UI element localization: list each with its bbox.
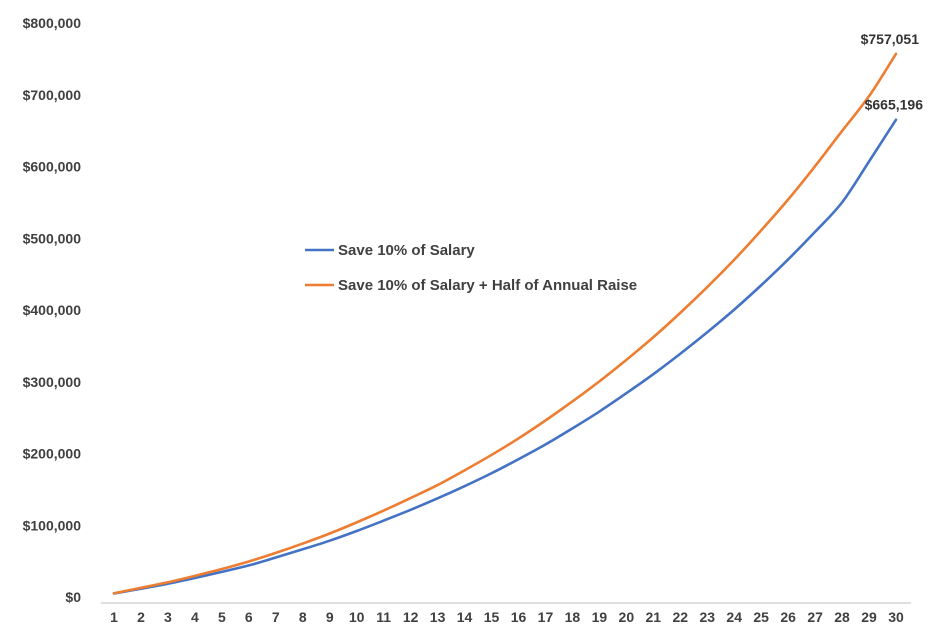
y-tick-label: $0 [65, 589, 81, 605]
x-tick-label: 23 [699, 609, 715, 625]
legend-label: Save 10% of Salary [338, 242, 475, 259]
x-tick-label: 4 [191, 609, 199, 625]
data-labels: $665,196 $757,051 [861, 31, 924, 113]
x-tick-label: 15 [484, 609, 500, 625]
x-tick-label: 2 [137, 609, 145, 625]
x-tick-label: 1 [110, 609, 118, 625]
x-tick-label: 5 [218, 609, 226, 625]
series-line-2 [112, 52, 898, 595]
y-tick-label: $700,000 [23, 87, 82, 103]
x-tick-label: 8 [299, 609, 307, 625]
x-tick-label: 9 [326, 609, 334, 625]
end-data-label: $665,196 [865, 97, 924, 113]
x-tick-label: 16 [511, 609, 527, 625]
x-tick-label: 3 [164, 609, 172, 625]
x-tick-label: 27 [807, 609, 823, 625]
x-tick-label: 19 [592, 609, 608, 625]
x-tick-label: 14 [457, 609, 473, 625]
x-tick-label: 24 [726, 609, 742, 625]
x-tick-label: 12 [403, 609, 419, 625]
x-tick-label: 26 [780, 609, 796, 625]
y-tick-label: $100,000 [23, 517, 82, 533]
x-tick-label: 17 [538, 609, 554, 625]
x-tick-label: 11 [376, 609, 391, 625]
y-tick-label: $600,000 [23, 159, 82, 175]
legend-label: Save 10% of Salary + Half of Annual Rais… [338, 277, 637, 294]
legend: Save 10% of Salary Save 10% of Salary + H… [305, 242, 637, 294]
y-tick-label: $400,000 [23, 302, 82, 318]
x-tick-label: 10 [349, 609, 365, 625]
series-line-1 [112, 118, 898, 595]
x-tick-label: 18 [565, 609, 581, 625]
x-tick-label: 6 [245, 609, 253, 625]
x-tick-label: 29 [861, 609, 877, 625]
y-tick-label: $500,000 [23, 230, 82, 246]
y-tick-label: $300,000 [23, 374, 82, 390]
y-axis-ticks: $0 $100,000 $200,000 $300,000 $400,000 $500,0… [23, 15, 82, 605]
end-data-label: $757,051 [861, 31, 920, 47]
series-lines [112, 52, 898, 595]
x-tick-label: 30 [888, 609, 904, 625]
y-tick-label: $800,000 [23, 15, 82, 31]
x-tick-label: 20 [619, 609, 635, 625]
x-axis: 1 2 3 4 5 6 7 8 9 10 11 12 13 14 15 16 17 18 19 20 21 22 23 24 2… [101, 602, 911, 625]
y-tick-label: $200,000 [23, 446, 82, 462]
x-tick-label: 28 [834, 609, 850, 625]
x-tick-label: 22 [672, 609, 688, 625]
x-tick-label: 13 [430, 609, 446, 625]
x-tick-label: 25 [753, 609, 769, 625]
x-tick-label: 21 [646, 609, 662, 625]
x-tick-label: 7 [272, 609, 280, 625]
